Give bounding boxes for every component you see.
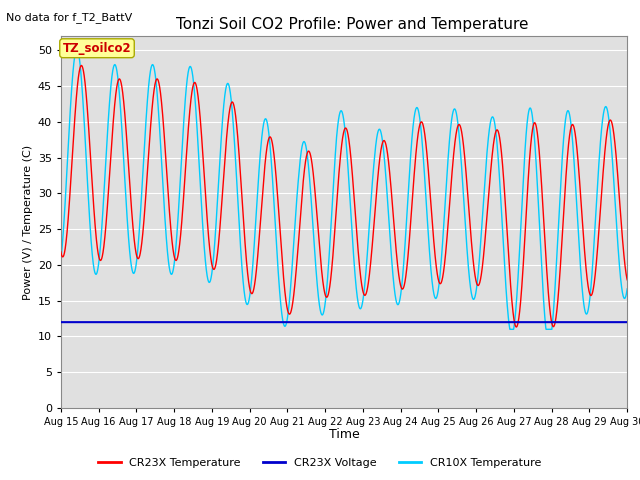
Y-axis label: Power (V) / Temperature (C): Power (V) / Temperature (C) xyxy=(24,144,33,300)
Text: No data for f_T2_BattV: No data for f_T2_BattV xyxy=(6,12,132,23)
Text: Tonzi Soil CO2 Profile: Power and Temperature: Tonzi Soil CO2 Profile: Power and Temper… xyxy=(176,17,528,32)
Legend: CR23X Temperature, CR23X Voltage, CR10X Temperature: CR23X Temperature, CR23X Voltage, CR10X … xyxy=(94,453,546,472)
Text: TZ_soilco2: TZ_soilco2 xyxy=(63,42,131,55)
X-axis label: Time: Time xyxy=(328,429,360,442)
